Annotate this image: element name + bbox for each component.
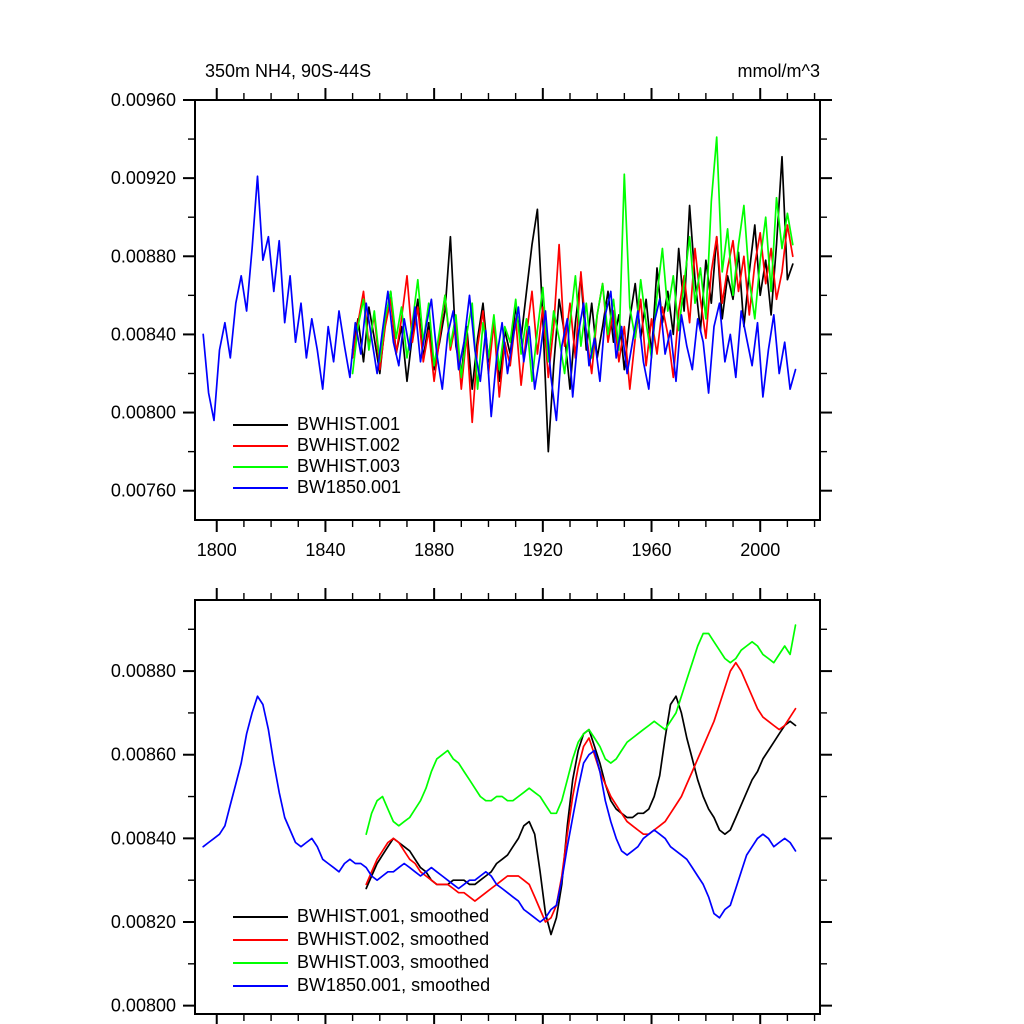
bottom-chart-legend: BWHIST.001, smoothed BWHIST.002, smoothe… bbox=[233, 905, 490, 997]
legend-line-sample bbox=[233, 444, 288, 447]
legend-item-label: BWHIST.001, smoothed bbox=[297, 906, 490, 926]
y-axis-tick-label: 0.00760 bbox=[111, 481, 176, 501]
legend-item: BWHIST.003, smoothed bbox=[233, 951, 490, 974]
top-chart-title: 350m NH4, 90S-44S bbox=[205, 61, 372, 81]
legend-item-label: BWHIST.003, smoothed bbox=[297, 952, 490, 972]
y-axis-tick-label: 0.00800 bbox=[111, 403, 176, 423]
legend-line-sample bbox=[233, 938, 288, 941]
series-line-BWHIST.003-smoothed bbox=[365, 624, 797, 836]
legend-item-label: BWHIST.002, smoothed bbox=[297, 929, 490, 949]
legend-line-sample bbox=[233, 465, 288, 468]
legend-item: BWHIST.001, smoothed bbox=[233, 905, 490, 928]
legend-item: BWHIST.002 bbox=[233, 435, 401, 456]
legend-line-sample bbox=[233, 423, 288, 426]
plot-frame bbox=[194, 99, 821, 521]
series-line-BWHIST.002-smoothed bbox=[365, 661, 797, 923]
legend-line-sample bbox=[233, 915, 288, 918]
legend-item-label: BWHIST.001 bbox=[297, 414, 401, 434]
legend-line-sample bbox=[233, 961, 288, 964]
x-axis-tick-label: 1880 bbox=[414, 540, 454, 560]
series-line-BW1850.001 bbox=[202, 175, 797, 422]
legend-item-label: BWHIST.003 bbox=[297, 456, 401, 476]
legend-line-sample bbox=[233, 984, 288, 987]
legend-item-label: BW1850.001 bbox=[297, 477, 402, 497]
x-axis-tick-label: 1960 bbox=[631, 540, 671, 560]
x-axis-tick-label: 1800 bbox=[197, 540, 237, 560]
legend-line-sample bbox=[233, 486, 288, 489]
top-chart-canvas: 1800 1840 1880 1920 1960 2000 0.00760 0.00800 0.… bbox=[111, 88, 832, 560]
y-axis-tick-label: 0.00960 bbox=[111, 90, 176, 110]
y-axis-tick-label: 0.00880 bbox=[111, 246, 176, 266]
y-axis-tick-label: 0.00800 bbox=[111, 996, 176, 1016]
y-axis-tick-label: 0.00880 bbox=[111, 661, 176, 681]
legend-item: BWHIST.003 bbox=[233, 456, 401, 477]
legend-item: BWHIST.001 bbox=[233, 414, 401, 435]
y-axis-tick-label: 0.00820 bbox=[111, 912, 176, 932]
x-axis-tick-label: 1920 bbox=[523, 540, 563, 560]
series-line-BW1850.001-smoothed bbox=[202, 695, 797, 923]
legend-item-label: BW1850.001, smoothed bbox=[297, 975, 491, 995]
legend-item: BW1850.001, smoothed bbox=[233, 974, 490, 997]
top-chart-units-label: mmol/m^3 bbox=[737, 61, 820, 81]
series-line-BWHIST.002 bbox=[351, 224, 794, 424]
y-axis-tick-label: 0.00860 bbox=[111, 745, 176, 765]
y-axis-tick-label: 0.00840 bbox=[111, 828, 176, 848]
series-line-BWHIST.001-smoothed bbox=[365, 695, 797, 936]
y-axis-tick-label: 0.00920 bbox=[111, 168, 176, 188]
x-axis-tick-label: 2000 bbox=[740, 540, 780, 560]
x-axis-tick-label: 1840 bbox=[305, 540, 345, 560]
legend-item: BWHIST.002, smoothed bbox=[233, 928, 490, 951]
series-group bbox=[202, 136, 797, 453]
legend-item: BW1850.001 bbox=[233, 477, 401, 498]
plot-frame bbox=[194, 599, 821, 1015]
legend-item-label: BWHIST.002 bbox=[297, 435, 401, 455]
top-chart-legend: BWHIST.001 BWHIST.002 BWHIST.003 BW1850.… bbox=[233, 414, 401, 498]
y-axis-tick-label: 0.00840 bbox=[111, 324, 176, 344]
series-group bbox=[202, 624, 797, 936]
